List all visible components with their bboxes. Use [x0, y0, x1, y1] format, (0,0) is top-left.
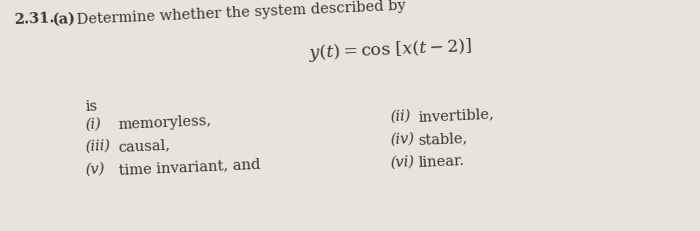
Text: memoryless,: memoryless,	[118, 113, 212, 131]
Text: (iv): (iv)	[390, 131, 415, 146]
Text: time invariant, and: time invariant, and	[118, 156, 260, 176]
Text: (a): (a)	[52, 12, 76, 27]
Text: (i): (i)	[85, 117, 102, 131]
Text: linear.: linear.	[418, 153, 465, 169]
Text: invertible,: invertible,	[418, 106, 494, 123]
Text: stable,: stable,	[418, 130, 468, 146]
Text: (vi): (vi)	[390, 154, 415, 169]
Text: (iii): (iii)	[85, 138, 111, 153]
Text: Determine whether the system described by: Determine whether the system described b…	[76, 0, 406, 27]
Text: causal,: causal,	[118, 137, 171, 153]
Text: $y(t) = \cos\,[x(t-2)]$: $y(t) = \cos\,[x(t-2)]$	[308, 36, 472, 64]
Text: (ii): (ii)	[390, 109, 412, 123]
Text: 2.31.: 2.31.	[14, 11, 55, 27]
Text: (v): (v)	[85, 161, 105, 176]
Text: is: is	[85, 99, 98, 113]
